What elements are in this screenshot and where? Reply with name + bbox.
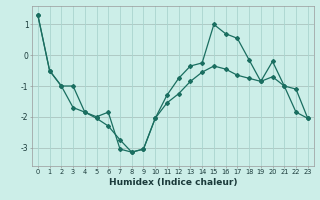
X-axis label: Humidex (Indice chaleur): Humidex (Indice chaleur) <box>108 178 237 187</box>
